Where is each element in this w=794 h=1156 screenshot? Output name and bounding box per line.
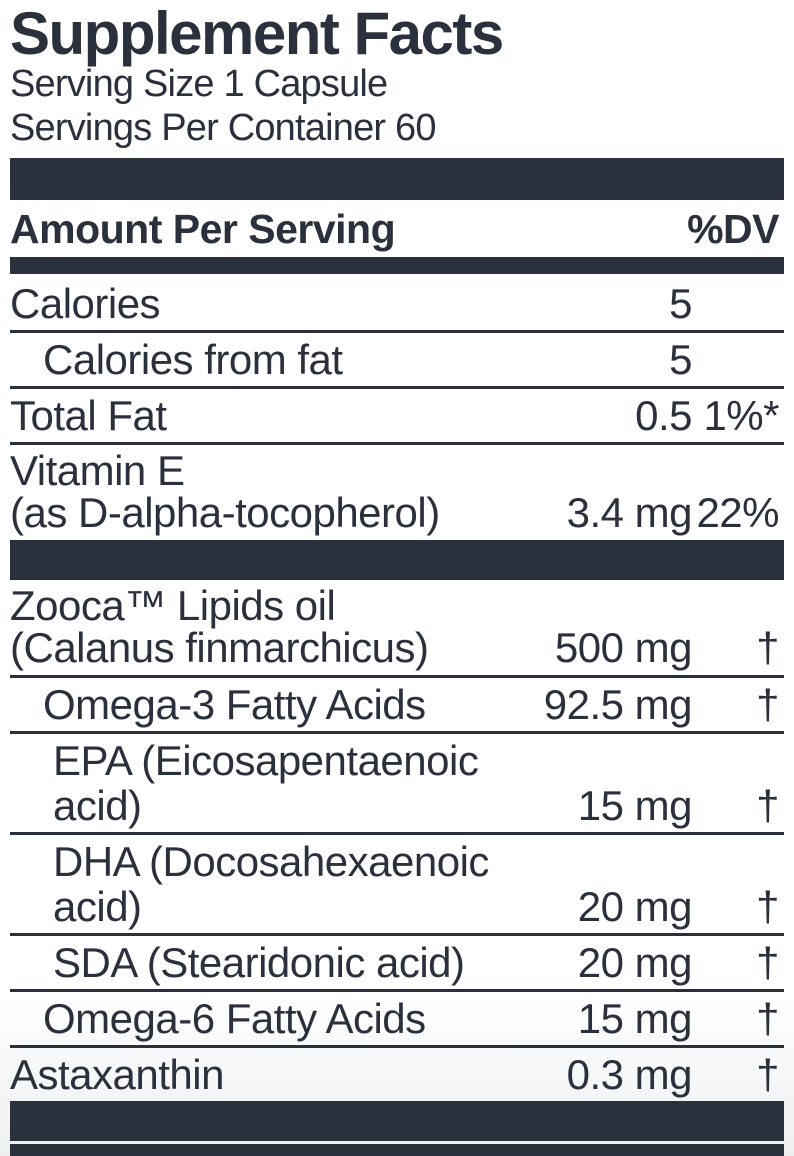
nutrient-name-line1: Zooca™ Lipids oil [10, 582, 336, 629]
table-row-epa: EPA (Eicosapentaenoic acid) 15 mg † [10, 731, 784, 832]
table-row-zooca-lipids-oil: Zooca™ Lipids oil (Calanus finmarchicus)… [10, 580, 784, 675]
nutrient-amount: 500 mg [554, 624, 693, 671]
nutrient-name: Omega-6 Fatty Acids [43, 995, 426, 1042]
nutrient-amount: 5 [669, 336, 692, 383]
table-row-omega-3: Omega-3 Fatty Acids 92.5 mg † [10, 675, 784, 731]
percent-dv-header: %DV [687, 206, 779, 252]
label-title: Supplement Facts [10, 0, 504, 67]
nutrient-amount: 0.3 mg [566, 1051, 693, 1098]
proprietary-rows: Zooca™ Lipids oil (Calanus finmarchicus)… [10, 580, 784, 1101]
nutrient-name-line1: Vitamin E [10, 447, 185, 494]
nutrient-name: SDA (Stearidonic acid) [53, 939, 465, 986]
table-row-vitamin-e: Vitamin E (as D-alpha-tocopherol) 3.4 mg… [10, 442, 784, 540]
nutrient-dv: † [756, 939, 779, 986]
nutrient-dv: † [756, 681, 779, 728]
servings-per-container: Servings Per Container 60 [10, 107, 436, 149]
nutrient-name: EPA (Eicosapentaenoic acid) [53, 737, 479, 829]
nutrient-rows: Calories 5 Calories from fat 5 Total Fat… [10, 274, 784, 540]
nutrient-amount: 20 mg [577, 939, 693, 986]
nutrient-name: Omega-3 Fatty Acids [43, 681, 426, 728]
nutrient-amount: 5 [669, 280, 692, 327]
nutrient-name: Astaxanthin [10, 1051, 224, 1098]
divider-bar-section [10, 540, 784, 580]
table-row-total-fat: Total Fat 0.5 1%* [10, 386, 784, 442]
nutrient-amount: 3.4 mg [566, 489, 693, 536]
table-row-sda: SDA (Stearidonic acid) 20 mg † [10, 933, 784, 989]
divider-bar-top [10, 158, 784, 200]
nutrient-dv: 22% [696, 489, 779, 536]
nutrient-dv: † [756, 995, 779, 1042]
nutrient-name: Calories [10, 280, 161, 327]
divider-bar-medium [10, 257, 784, 274]
nutrient-amount: 15 mg [577, 995, 693, 1042]
nutrient-dv: † [756, 1051, 779, 1098]
divider-bar-footnote [10, 1101, 784, 1141]
table-row-calories: Calories 5 [10, 274, 784, 330]
table-row-omega-6: Omega-6 Fatty Acids 15 mg † [10, 989, 784, 1045]
column-header-row: Amount Per Serving %DV [10, 200, 784, 257]
amount-per-serving-header: Amount Per Serving [10, 206, 396, 252]
nutrient-name: Zooca™ Lipids oil (Calanus finmarchicus) [10, 585, 555, 669]
nutrient-name: Total Fat [10, 392, 167, 439]
serving-size: Serving Size 1 Capsule [10, 63, 388, 105]
nutrient-dv: † [756, 883, 779, 930]
nutrient-amount: 20 mg [577, 883, 693, 930]
table-row-dha: DHA (Docosahexaenoic acid) 20 mg † [10, 832, 784, 933]
table-row-calories-from-fat: Calories from fat 5 [10, 330, 784, 386]
nutrient-name: Vitamin E (as D-alpha-tocopherol) [10, 450, 567, 534]
nutrient-dv: 1%* [703, 392, 779, 439]
nutrient-amount: 92.5 mg [543, 681, 693, 728]
nutrient-name-line2: (Calanus finmarchicus) [10, 624, 429, 671]
nutrient-amount: 0.5 [635, 392, 692, 439]
nutrient-name-line2: (as D-alpha-tocopherol) [10, 489, 440, 536]
divider-bar-bottom [10, 1144, 784, 1156]
nutrient-name: DHA (Docosahexaenoic acid) [53, 838, 489, 930]
table-row-astaxanthin: Astaxanthin 0.3 mg † [10, 1045, 784, 1101]
nutrient-amount: 15 mg [577, 782, 693, 829]
nutrient-dv: † [756, 782, 779, 829]
nutrient-dv: † [756, 624, 779, 671]
nutrient-name: Calories from fat [43, 336, 343, 383]
